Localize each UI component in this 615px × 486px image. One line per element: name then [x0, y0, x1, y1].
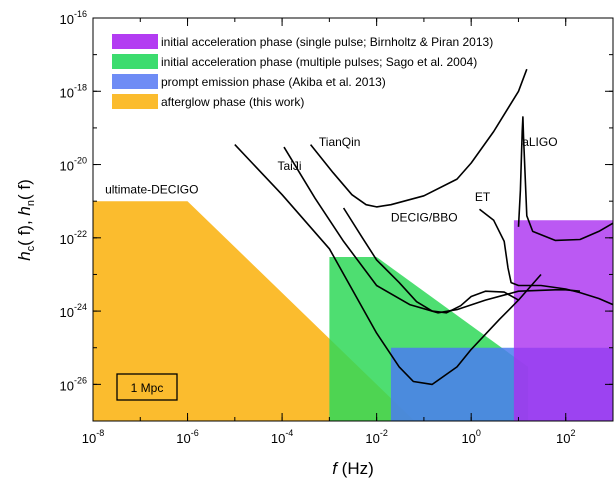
x-axis-title: f (Hz): [332, 459, 374, 478]
legend-swatch-3: [112, 94, 158, 109]
y-tick-label: 10-26: [60, 375, 87, 393]
curve-taiji: [283, 146, 581, 314]
curve-tianqin: [309, 68, 528, 208]
x-tick-label: 10-8: [82, 428, 104, 446]
regions-layer: [93, 201, 613, 421]
y-axis-sub-b: n: [25, 200, 37, 206]
y-tick-label: 10-20: [60, 156, 87, 174]
x-tick-label: 100: [461, 428, 480, 446]
y-axis-var-b: h: [15, 206, 34, 215]
y-tick-label: 10-22: [60, 229, 87, 247]
plot-frame: [92, 17, 614, 422]
y-axis-arg-a: ( f): [15, 225, 34, 246]
y-tick-label: 10-24: [60, 302, 87, 320]
curve-decig-bbo: [342, 207, 519, 314]
y-axis-var-a: h: [15, 251, 34, 260]
curve-aligo: [517, 116, 614, 242]
y-tick-label: 10-16: [60, 9, 87, 27]
y-axis-arg-b: ( f): [15, 179, 34, 200]
x-tick-label: 10-4: [271, 428, 293, 446]
curve-label-ultimate-decigo: ultimate-DECIGO: [105, 183, 198, 197]
legend-swatch-2: [112, 74, 158, 89]
curve-ultimate-decigo: [234, 144, 542, 386]
region-3-initial-acceleration-phase-sin: [513, 220, 613, 421]
y-tick-label: 10-18: [60, 82, 87, 100]
legend-swatch-1: [112, 54, 158, 69]
x-tick-label: 102: [556, 428, 575, 446]
curve-et: [479, 208, 614, 306]
x-axis-var: f: [332, 459, 339, 478]
legend-swatch-0: [112, 34, 158, 49]
curve-label-decig-bbo: DECIG/BBO: [391, 210, 458, 224]
curve-label-aligo: aLIGO: [522, 135, 557, 149]
curve-label-taiji: TaiJi: [278, 159, 302, 173]
x-axis-unit: (Hz): [337, 459, 374, 478]
y-axis-title-group: hc( f), hn( f): [15, 179, 37, 261]
sensitivity-curves-layer: [234, 68, 614, 386]
curve-labels-layer: ultimate-DECIGO TaiJi TianQin DECIG/BBO ET aL…: [105, 135, 557, 224]
y-axis-sub-a: c: [25, 245, 37, 251]
curve-label-tianqin: TianQin: [319, 135, 361, 149]
annotation-box: 1 Mpc: [116, 373, 178, 401]
annotation-text: 1 Mpc: [131, 381, 164, 395]
legend-label-1: initial acceleration phase (multiple pul…: [161, 55, 477, 69]
x-tick-label: 10-2: [365, 428, 387, 446]
legend-label-2: prompt emission phase (Akiba et al. 2013…: [161, 75, 386, 89]
legend-label-0: initial acceleration phase (single pulse…: [161, 35, 493, 49]
legend-label-3: afterglow phase (this work): [161, 95, 304, 109]
x-tick-label: 10-6: [176, 428, 198, 446]
curve-label-et: ET: [475, 190, 491, 204]
y-axis-title: hc( f), hn( f): [15, 179, 37, 261]
axis-ticks-layer: 10-8 10-6 10-4 10-2 100 102 10-16 10-18 10-20 10-…: [60, 9, 614, 446]
legend: initial acceleration phase (single pulse…: [112, 34, 493, 109]
